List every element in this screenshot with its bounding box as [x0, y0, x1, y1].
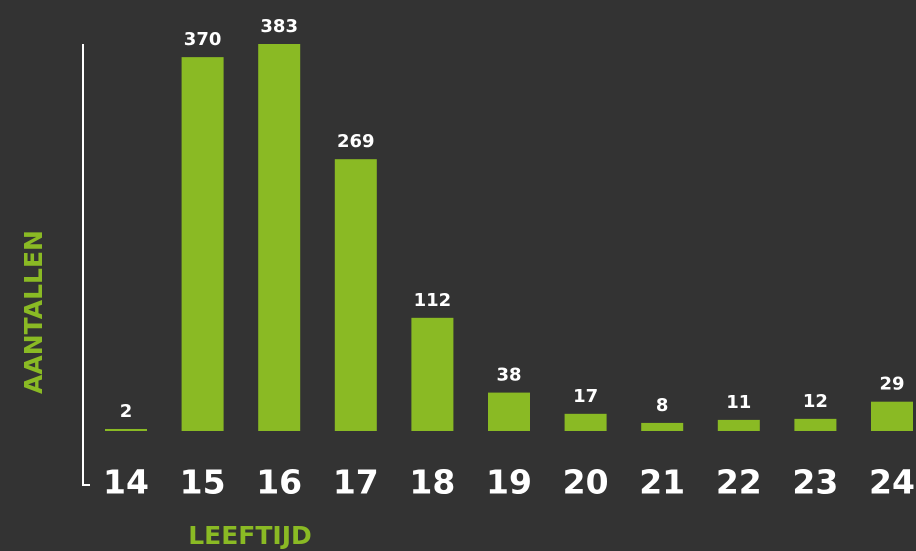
bar: [794, 418, 837, 431]
x-tick-label: 20: [563, 463, 609, 502]
bar: [105, 428, 147, 431]
value-label: 11: [726, 392, 751, 413]
bar: [871, 401, 913, 431]
x-tick-label: 19: [486, 463, 532, 502]
x-tick-label: 15: [180, 463, 226, 502]
bar: [717, 419, 760, 431]
bar: [564, 413, 607, 431]
x-tick-label: 24: [869, 463, 915, 502]
bar: [411, 317, 454, 431]
x-tick-label: 23: [792, 463, 838, 502]
value-label: 112: [414, 290, 452, 311]
x-tick-label: 21: [639, 463, 685, 502]
value-label: 17: [573, 386, 598, 407]
value-label: 12: [803, 391, 828, 412]
value-label: 269: [337, 131, 375, 152]
value-label: 38: [496, 365, 521, 386]
bar: [181, 57, 224, 431]
value-label: 383: [260, 16, 298, 37]
value-label: 2: [120, 401, 133, 422]
value-label: 8: [656, 395, 669, 416]
y-axis-line: [82, 44, 90, 486]
bar: [641, 422, 684, 431]
value-label: 29: [879, 374, 904, 395]
bar: [258, 44, 301, 431]
x-tick-label: 17: [333, 463, 379, 502]
bar: [334, 159, 377, 431]
value-label: 370: [184, 29, 222, 50]
x-tick-label: 16: [256, 463, 302, 502]
bar: [488, 392, 530, 431]
x-tick-label: 22: [716, 463, 762, 502]
y-axis-title: AANTALLEN: [19, 230, 48, 394]
x-axis-title: LEEFTIJD: [188, 521, 312, 550]
x-tick-label: 18: [409, 463, 455, 502]
x-tick-label: 14: [103, 463, 149, 502]
